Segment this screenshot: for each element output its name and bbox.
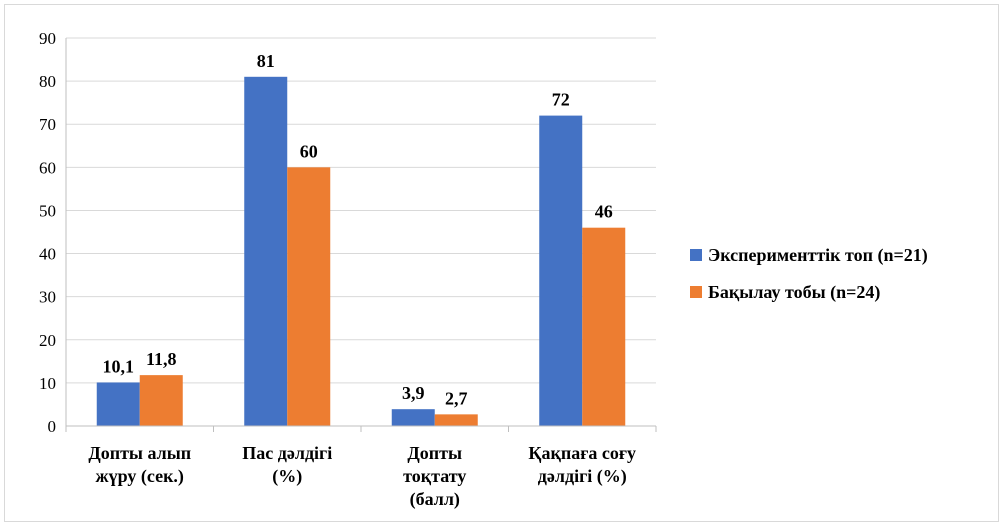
bar <box>539 115 583 426</box>
data-label: 2,7 <box>445 388 468 408</box>
bar <box>96 382 140 426</box>
chart-frame <box>4 4 999 522</box>
legend-label: Бақылау тобы (n=24) <box>708 282 880 303</box>
y-tick-label: 10 <box>39 374 56 393</box>
legend-swatch <box>690 286 702 298</box>
bar <box>582 227 626 426</box>
x-tick-label: Допты тоқтату (балл) <box>403 443 466 510</box>
legend: Эксперименттік топ (n=21) Бақылау тобы (n… <box>690 245 928 303</box>
y-axis: 0 10 20 30 40 50 60 70 80 90 <box>39 29 67 436</box>
y-tick-label: 80 <box>39 72 56 91</box>
data-label: 81 <box>257 51 275 71</box>
bar <box>287 167 331 427</box>
bar <box>434 414 478 426</box>
data-label: 60 <box>300 141 318 161</box>
x-tick-label: Допты алып жүру (сек.) <box>88 443 191 487</box>
x-tick-label: Қақпаға соғу дәлдігі (%) <box>528 443 636 487</box>
bar <box>391 409 435 426</box>
legend-label: Эксперименттік топ (n=21) <box>708 245 928 266</box>
bars: 10,1 81 3,9 72 11,8 60 2,7 46 <box>96 51 626 427</box>
y-tick-label: 30 <box>39 288 56 307</box>
y-tick-label: 90 <box>39 29 56 48</box>
y-tick-label: 60 <box>39 158 56 177</box>
data-label: 46 <box>595 202 613 222</box>
x-tick-label: Пас дәлдігі (%) <box>242 443 332 487</box>
data-label: 11,8 <box>146 349 177 369</box>
data-label: 10,1 <box>103 356 135 376</box>
bar <box>139 375 183 426</box>
y-tick-label: 20 <box>39 331 56 350</box>
x-axis: Допты алып жүру (сек.) Пас дәлдігі (%) Допты… <box>65 425 657 510</box>
y-tick-label: 70 <box>39 115 56 134</box>
bar <box>244 76 288 427</box>
y-tick-label: 40 <box>39 245 56 264</box>
legend-swatch <box>690 249 702 261</box>
y-tick-label: 0 <box>48 417 57 436</box>
data-label: 3,9 <box>402 383 425 403</box>
y-tick-label: 50 <box>39 201 56 220</box>
data-label: 72 <box>552 90 570 110</box>
